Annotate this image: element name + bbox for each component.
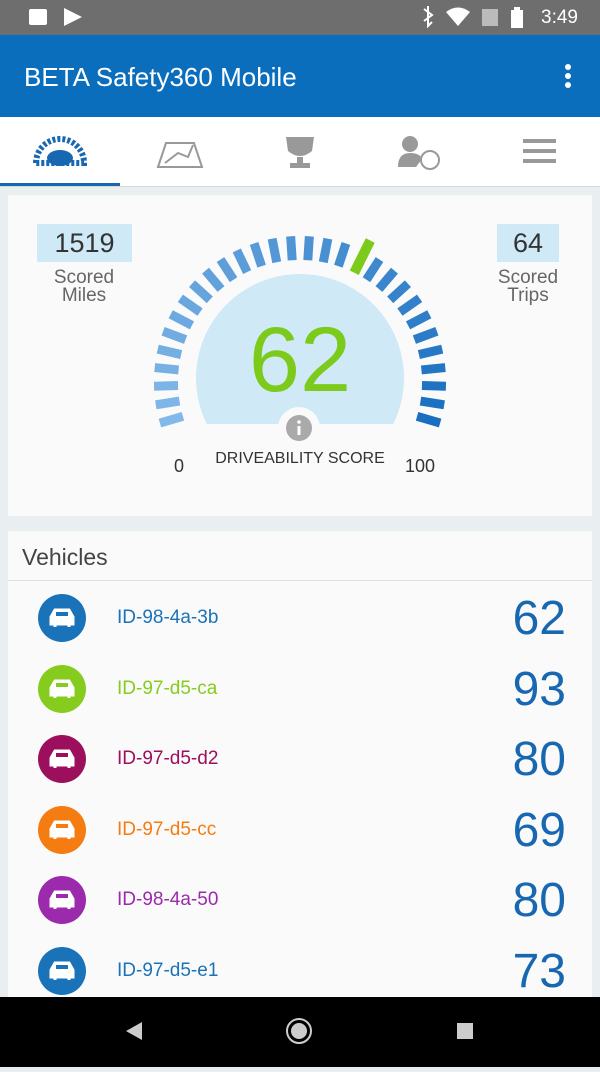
tab-score[interactable] [32,136,88,166]
vehicles-title: Vehicles [22,544,108,570]
status-bar: 3:49 [0,0,600,35]
gauge-segment [412,327,439,344]
vehicle-score: 80 [512,874,566,927]
overflow-menu[interactable] [558,63,578,91]
gauge: 62 DRIVEABILITY SCORE 0 100 [153,236,447,476]
info-button[interactable] [286,415,312,441]
gauge-max: 100 [405,456,435,476]
nav-buttons [126,1018,473,1044]
app-bar: BETA Safety360 Mobile [0,35,600,117]
gauge-segment [168,310,195,330]
gauge-segment [286,236,297,261]
gauge-min: 0 [174,456,184,476]
gauge-segment [334,241,351,268]
car-window [56,753,68,757]
scored-miles-label: Scored Miles [53,267,115,306]
scored-miles-value: 1519 [37,224,132,262]
gauge-segment [249,241,266,268]
app-title: BETA Safety360 Mobile [24,62,297,92]
score-card: 1519 Scored Miles 64 Scored Trips 62 DRIV… [8,195,592,516]
gauge-dome [196,274,404,424]
vehicle-id: ID-97-d5-ca [117,677,218,699]
car-window [56,823,68,828]
gauge-segment [420,363,446,375]
vehicle-row[interactable]: ID-97-d5-e1 73 [8,936,592,1006]
gauge-segment [161,327,188,344]
car-window [56,894,68,898]
gauge-segment [232,248,252,274]
vehicle-icon [38,664,86,713]
gauge-segment [153,381,179,391]
vehicles-card: Vehicles ID-98-4a-3b 62 ID-97-d5-ca 93 ID-97… [8,531,592,1011]
vehicle-id: ID-97-d5-cc [117,818,217,840]
vehicle-row[interactable]: ID-97-d5-cc 69 [8,795,592,865]
gauge-segment [267,237,282,264]
gauge-segment [155,396,181,410]
gauge-segment [303,236,314,261]
car-window [56,682,68,687]
vehicle-row[interactable]: ID-97-d5-ca 93 [8,654,592,724]
vehicle-score: 62 [512,592,566,645]
nav-bar [0,997,600,1067]
nav-recents[interactable] [457,1023,473,1039]
status-icons [29,6,523,29]
scored-trips-value: 64 [497,224,559,262]
gauge-segment [158,411,185,428]
nav-back[interactable] [126,1022,142,1040]
nav-home[interactable] [286,1018,312,1044]
gauge-segment [177,294,203,316]
vehicle-score: 69 [512,803,566,857]
vehicle-id: ID-98-4a-50 [117,889,219,910]
vehicle-id: ID-97-d5-d2 [117,748,219,769]
vehicle-id: ID-97-d5-e1 [117,959,219,981]
vehicle-icon [38,594,86,642]
gauge-score: 62 [249,309,351,411]
gauge-segment [156,344,183,359]
gauge-segment [189,280,213,304]
gauge-segment [362,257,384,283]
gauge-segment [318,237,333,264]
gauge-segment [415,411,442,428]
gauge-pointer [349,238,375,275]
vehicle-row[interactable]: ID-97-d5-d2 80 [8,724,592,794]
tab-leaderboard[interactable] [286,137,314,168]
info-glyph [297,426,301,435]
vehicle-score: 80 [512,733,566,786]
car-window [56,964,68,969]
vehicle-row[interactable]: ID-98-4a-50 80 [8,865,592,935]
gauge-segment [419,396,445,410]
tab-driver[interactable] [398,136,440,170]
tab-bar [0,117,600,187]
gauge-segment [397,294,423,316]
status-time: 3:49 [541,7,578,28]
vehicle-score: 93 [512,662,566,716]
gauge-segment [387,280,411,304]
car-window [56,612,68,616]
info-dot [297,420,301,424]
vehicle-icon [38,946,86,995]
vehicle-score: 73 [512,944,566,998]
tab-menu[interactable] [523,139,556,163]
vehicle-id: ID-98-4a-3b [117,607,219,628]
gauge-segment [154,363,180,375]
gauge-segment [421,381,447,391]
gauge-segment [202,267,225,292]
gauge-segment [417,344,444,359]
vehicle-row[interactable]: ID-98-4a-3b 62 [8,583,592,653]
tab-icons [0,136,556,186]
vehicle-icon [38,876,86,924]
divider [8,580,592,581]
gauge-segment [405,310,432,330]
gauge-label: DRIVEABILITY SCORE [215,450,385,467]
vehicle-icon [38,805,86,854]
gauge-segment [375,267,398,292]
scored-trips-label: Scored Trips [497,267,559,306]
tab-trips[interactable] [156,142,204,168]
gauge-segment [216,257,238,283]
vehicle-icon [38,735,86,783]
